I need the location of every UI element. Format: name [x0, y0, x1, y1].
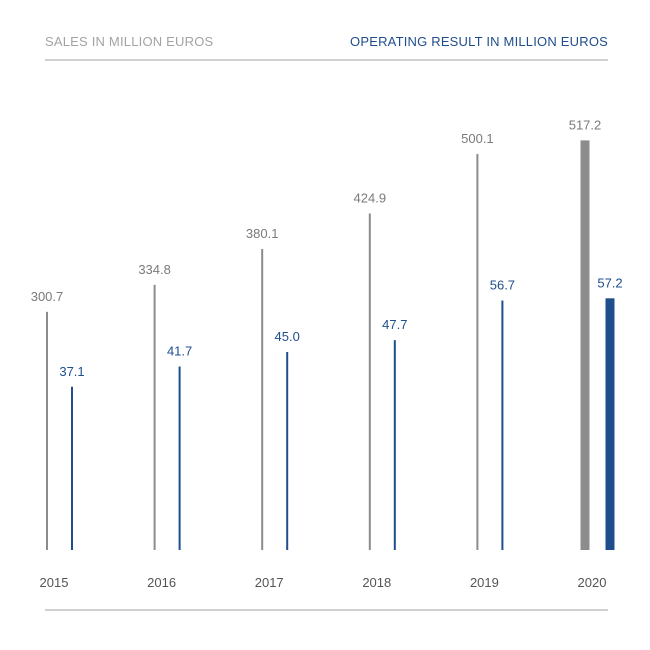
sales-bar-2015 [46, 311, 48, 550]
operating-result-value-label-2018: 47.7 [382, 317, 407, 332]
operating-result-bar-2020 [605, 298, 615, 550]
sales-bar-2016 [153, 284, 156, 550]
sales-value-label-2015: 300.7 [31, 289, 64, 304]
operating-result-bar-2019 [501, 300, 504, 550]
operating-result-bar-2015 [71, 386, 73, 550]
sales-value-label-2020: 517.2 [569, 117, 602, 132]
chart-header: SALES IN MILLION EUROS OPERATING RESULT … [45, 34, 608, 50]
year-label-2017: 2017 [255, 575, 284, 590]
sales-value-label-2016: 334.8 [138, 262, 171, 277]
sales-value-label-2017: 380.1 [246, 226, 279, 241]
operating-result-bar-2016 [178, 366, 181, 550]
sales-value-label-2019: 500.1 [461, 131, 494, 146]
sales-bar-2018 [368, 213, 371, 551]
bottom-divider [45, 609, 608, 611]
sales-bar-2019 [476, 153, 479, 550]
sales-bar-2017 [261, 248, 264, 550]
operating-result-series-label: OPERATING RESULT IN MILLION EUROS [350, 34, 608, 49]
year-label-2020: 2020 [578, 575, 607, 590]
year-label-2015: 2015 [40, 575, 69, 590]
sales-series-label: SALES IN MILLION EUROS [45, 34, 214, 49]
operating-result-value-label-2016: 41.7 [167, 344, 192, 359]
operating-result-value-label-2017: 45.0 [275, 329, 300, 344]
operating-result-value-label-2019: 56.7 [490, 278, 515, 293]
year-label-2019: 2019 [470, 575, 499, 590]
year-label-2018: 2018 [362, 575, 391, 590]
operating-result-value-label-2020: 57.2 [597, 275, 622, 290]
operating-result-bar-2017 [286, 352, 289, 550]
sales-bar-2020 [580, 140, 590, 550]
year-label-2016: 2016 [147, 575, 176, 590]
operating-result-bar-2018 [393, 340, 396, 550]
top-divider [45, 59, 608, 61]
operating-result-value-label-2015: 37.1 [59, 364, 84, 379]
sales-value-label-2018: 424.9 [354, 190, 387, 205]
